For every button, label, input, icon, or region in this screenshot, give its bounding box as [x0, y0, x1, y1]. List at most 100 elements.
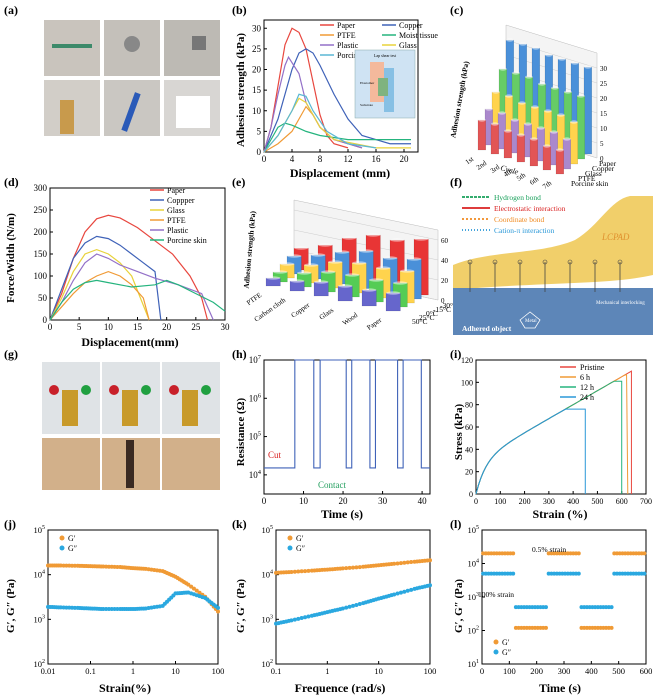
- point-g-double-prime: [571, 571, 576, 576]
- point-g-prime: [347, 565, 352, 570]
- bar-top: [519, 42, 527, 46]
- legend-label: Plastic: [167, 226, 189, 235]
- point-g-double-prime: [64, 605, 69, 610]
- col-label: Wood: [341, 311, 360, 327]
- point-g-prime: [191, 586, 196, 591]
- stress-curve-2: [475, 380, 623, 495]
- bar-top: [530, 137, 538, 141]
- row-label: 0°C: [426, 309, 438, 318]
- col-label: 4th: [502, 167, 514, 179]
- bar-top: [564, 90, 572, 94]
- point-g-prime: [527, 625, 532, 630]
- legend-label: 12 h: [580, 383, 594, 392]
- point-g-prime: [535, 625, 540, 630]
- point-g-prime: [64, 563, 69, 568]
- legend-text: Coordinate bond: [494, 215, 544, 224]
- point-g-prime: [494, 551, 499, 556]
- bar-top: [386, 291, 401, 295]
- xlabel-h: Time (s): [321, 507, 363, 521]
- zlabel-c: Adhesion strength (kPa): [448, 60, 470, 139]
- bar-top: [537, 126, 545, 130]
- plot-h: 0 10 20 30 40 104 105 106 107: [249, 354, 431, 506]
- x-tick-label-i: 100: [494, 497, 506, 506]
- x-tick-label-i: 0: [474, 497, 478, 506]
- bar-top: [570, 120, 578, 124]
- point-g-double-prime: [557, 571, 562, 576]
- point-g-prime: [67, 563, 72, 568]
- row-label: 25°C: [419, 313, 435, 322]
- panel-label-i: (i): [450, 347, 461, 361]
- row-label: Porcine skin: [571, 179, 609, 188]
- axis-frame-plot-k: [275, 529, 431, 665]
- panel-label-d: (d): [4, 175, 19, 189]
- point-g-prime: [497, 551, 502, 556]
- x-tick-label-l: 500: [612, 666, 625, 676]
- y-tick-label-plot-b: 5: [257, 126, 262, 136]
- photo-grid-a: [44, 20, 220, 136]
- point-g-double-prime: [620, 571, 625, 576]
- x-tick-label: 1: [131, 666, 135, 676]
- y-tick-label-plot-b: 15: [252, 85, 262, 95]
- point-g-double-prime: [502, 571, 507, 576]
- legend-label: Moist tissue: [399, 31, 438, 40]
- point-g-double-prime: [101, 607, 106, 612]
- y-tick-label: 105: [262, 525, 274, 535]
- point-g-prime: [642, 551, 647, 556]
- point-g-double-prime: [538, 605, 543, 610]
- y-tick-label-l: 105: [468, 525, 480, 535]
- object-wood: [60, 100, 74, 134]
- point-g-prime: [101, 564, 106, 569]
- y-tick-label: 103: [34, 614, 46, 624]
- x-tick-label-plot-d: 25: [191, 322, 201, 332]
- legend-label: Coppper: [167, 196, 195, 205]
- x-tick-label-plot-b: 16: [372, 154, 382, 164]
- lcpad-body: [453, 196, 653, 290]
- point-g-double-prime: [595, 605, 600, 610]
- legend-text: Hydrogen bond: [494, 193, 541, 202]
- bar-top: [478, 118, 486, 122]
- bar-top: [318, 243, 333, 247]
- point-g-double-prime: [519, 605, 524, 610]
- point-g-prime: [502, 551, 507, 556]
- point-g-double-prime: [405, 588, 410, 593]
- point-g-prime: [505, 551, 510, 556]
- point-g-double-prime: [576, 571, 581, 576]
- bar-porcine-skin: [555, 149, 565, 175]
- clip-red: [109, 385, 119, 395]
- series-line-porcine-skin: [263, 93, 377, 153]
- x-tick-label-l: 200: [530, 666, 543, 676]
- point-g-prime: [296, 569, 301, 574]
- bar-top: [524, 122, 532, 126]
- point-g-prime: [609, 625, 614, 630]
- point-g-double-prime: [357, 602, 362, 607]
- y-tick-label-h: 106: [249, 392, 262, 403]
- point-g-double-prime: [604, 605, 609, 610]
- point-g-prime: [593, 625, 598, 630]
- point-g-double-prime: [533, 605, 538, 610]
- point-g-prime: [289, 569, 294, 574]
- point-g-prime: [194, 588, 199, 593]
- clip-red: [169, 385, 179, 395]
- row-label: Paper: [599, 159, 617, 168]
- point-g-double-prime: [347, 604, 352, 609]
- point-g-double-prime: [628, 571, 633, 576]
- point-g-double-prime: [351, 603, 355, 608]
- point-g-prime: [568, 551, 573, 556]
- bar-50-c: [313, 281, 329, 297]
- plot-l: 0 100 200 300 400 500 600 101 102 103 104 105 G′G″: [468, 525, 653, 676]
- xlabel-j: Strain(%): [99, 681, 151, 695]
- annotation-low-strain: 0.5% strain: [532, 545, 566, 554]
- point-g-prime: [292, 569, 297, 574]
- point-g-double-prime: [625, 571, 630, 576]
- panel-label-j: (j): [4, 517, 16, 531]
- point-g-prime: [109, 564, 114, 569]
- point-g-double-prime: [587, 605, 592, 610]
- row-label: PTFE: [578, 174, 596, 183]
- object-glass-rod: [52, 44, 92, 48]
- y-tick-label-plot-d: 150: [34, 249, 48, 259]
- point-g-prime: [543, 625, 548, 630]
- point-g-double-prime: [344, 605, 349, 610]
- point-g-prime: [106, 564, 111, 569]
- point-g-double-prime: [612, 571, 617, 576]
